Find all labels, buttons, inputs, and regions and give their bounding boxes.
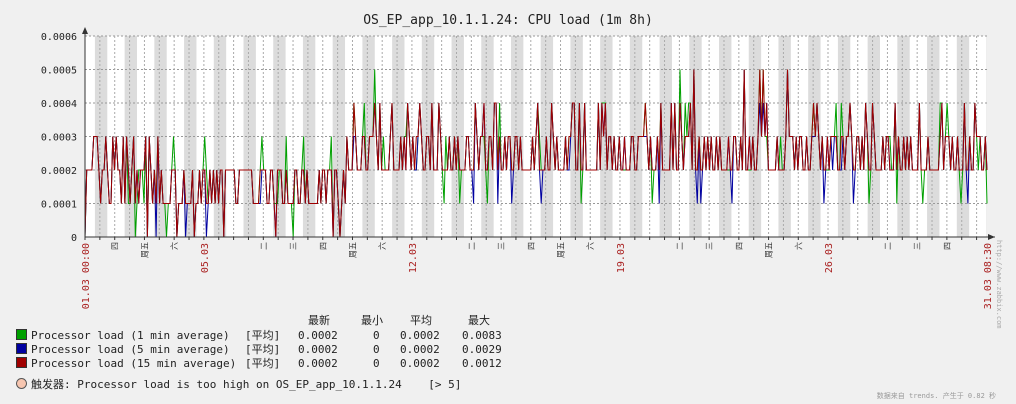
x-weekday-label: 二 [259, 242, 268, 250]
legend-max: 0.0029 [462, 343, 502, 356]
legend-last: 0.0002 [298, 343, 338, 356]
x-weekday-label: 六 [793, 242, 803, 250]
x-weekday-label: 二 [883, 242, 892, 250]
x-weekday-label: 四 [527, 242, 536, 250]
x-date-label: 05.03 [200, 243, 211, 273]
working-hours-band [570, 36, 583, 237]
x-weekday-label: 三 [705, 242, 714, 250]
legend-func: [平均] [245, 343, 281, 356]
cpu-load-chart: OS_EP_app_10.1.1.24: CPU load (1m 8h) 0.… [41, 13, 995, 309]
x-date-label: 12.03 [408, 243, 419, 273]
x-date-label: 31.03 08:30 [983, 243, 994, 309]
y-tick-label: 0.0006 [41, 32, 77, 43]
x-date-label: 19.03 [616, 243, 627, 273]
legend-header: 最新 最小 平均 最大 [16, 314, 516, 328]
y-tick-label: 0.0003 [41, 133, 77, 144]
x-weekday-label: 三 [913, 242, 922, 250]
generation-footer: 数据来自 trends. 产生于 0.82 秒 [876, 392, 996, 400]
y-tick-label: 0.0005 [41, 66, 77, 77]
legend-avg: 0.0002 [400, 343, 440, 356]
x-weekday-label: 四 [319, 242, 328, 250]
legend-func: [平均] [245, 357, 281, 370]
legend-col-last: 最新 [308, 314, 330, 327]
legend-func: [平均] [245, 329, 281, 342]
working-hours-band [273, 36, 286, 237]
legend-row-5min: Processor load (5 min average) [平均] 0.00… [16, 343, 536, 357]
legend-last: 0.0002 [298, 329, 338, 342]
x-weekday-label: 二 [675, 242, 684, 250]
trigger-threshold: [> 5] [428, 378, 462, 391]
legend-swatch-15min [16, 357, 27, 368]
working-hours-band [629, 36, 643, 237]
legend-last: 0.0002 [298, 357, 338, 370]
working-hours-band [362, 36, 375, 237]
x-weekday-label: 四 [111, 242, 120, 250]
x-weekday-label: 六 [169, 242, 179, 250]
x-weekday-label: 周五 [557, 242, 566, 258]
y-tick-label: 0.0001 [41, 200, 77, 211]
legend-min: 0 [373, 343, 380, 356]
legend-row-15min: Processor load (15 min average) [平均] 0.0… [16, 357, 536, 371]
x-weekday-label: 三 [289, 242, 298, 250]
trigger-indicator-icon [16, 378, 27, 389]
legend-avg: 0.0002 [400, 357, 440, 370]
x-weekday-label: 二 [467, 242, 476, 250]
legend-row-1min: Processor load (1 min average) [平均] 0.00… [16, 329, 536, 343]
legend-max: 0.0012 [462, 357, 502, 370]
zabbix-watermark: http://www.zabbix.com [995, 240, 1003, 329]
legend-min: 0 [373, 329, 380, 342]
x-weekday-label: 六 [377, 242, 387, 250]
y-tick-label: 0.0002 [41, 166, 77, 177]
chart-title: OS_EP_app_10.1.1.24: CPU load (1m 8h) [363, 13, 653, 28]
y-tick-label: 0.0004 [41, 99, 77, 110]
x-date-label: 01.03 00:00 [81, 243, 92, 309]
x-date-label: 26.03 [824, 243, 835, 273]
y-tick-label: 0 [71, 233, 77, 244]
series-line-15min [84, 69, 988, 238]
x-weekday-label: 四 [735, 242, 744, 250]
x-weekday-label: 三 [497, 242, 506, 250]
legend-col-max: 最大 [468, 314, 490, 327]
legend-min: 0 [373, 357, 380, 370]
x-weekday-label: 周五 [765, 242, 774, 258]
legend-col-min: 最小 [361, 314, 383, 327]
x-weekday-label: 四 [943, 242, 952, 250]
legend-label: Processor load (5 min average) [31, 343, 230, 356]
working-hours-band [481, 36, 494, 237]
x-weekday-label: 周五 [348, 242, 357, 258]
legend-max: 0.0083 [462, 329, 502, 342]
legend-avg: 0.0002 [400, 329, 440, 342]
y-axis-arrow-icon [82, 27, 88, 34]
legend-swatch-5min [16, 343, 27, 354]
trigger-label: 触发器: Processor load is too high on OS_EP… [31, 378, 402, 391]
x-weekday-label: 周五 [140, 242, 149, 258]
working-hours-band [213, 36, 227, 237]
legend-label: Processor load (15 min average) [31, 357, 237, 370]
legend-label: Processor load (1 min average) [31, 329, 230, 342]
x-weekday-label: 六 [585, 242, 595, 250]
working-hours-band [837, 36, 851, 237]
trigger-line: 触发器: Processor load is too high on OS_EP… [16, 376, 461, 392]
legend-swatch-1min [16, 329, 27, 340]
legend-col-avg: 平均 [410, 314, 432, 327]
